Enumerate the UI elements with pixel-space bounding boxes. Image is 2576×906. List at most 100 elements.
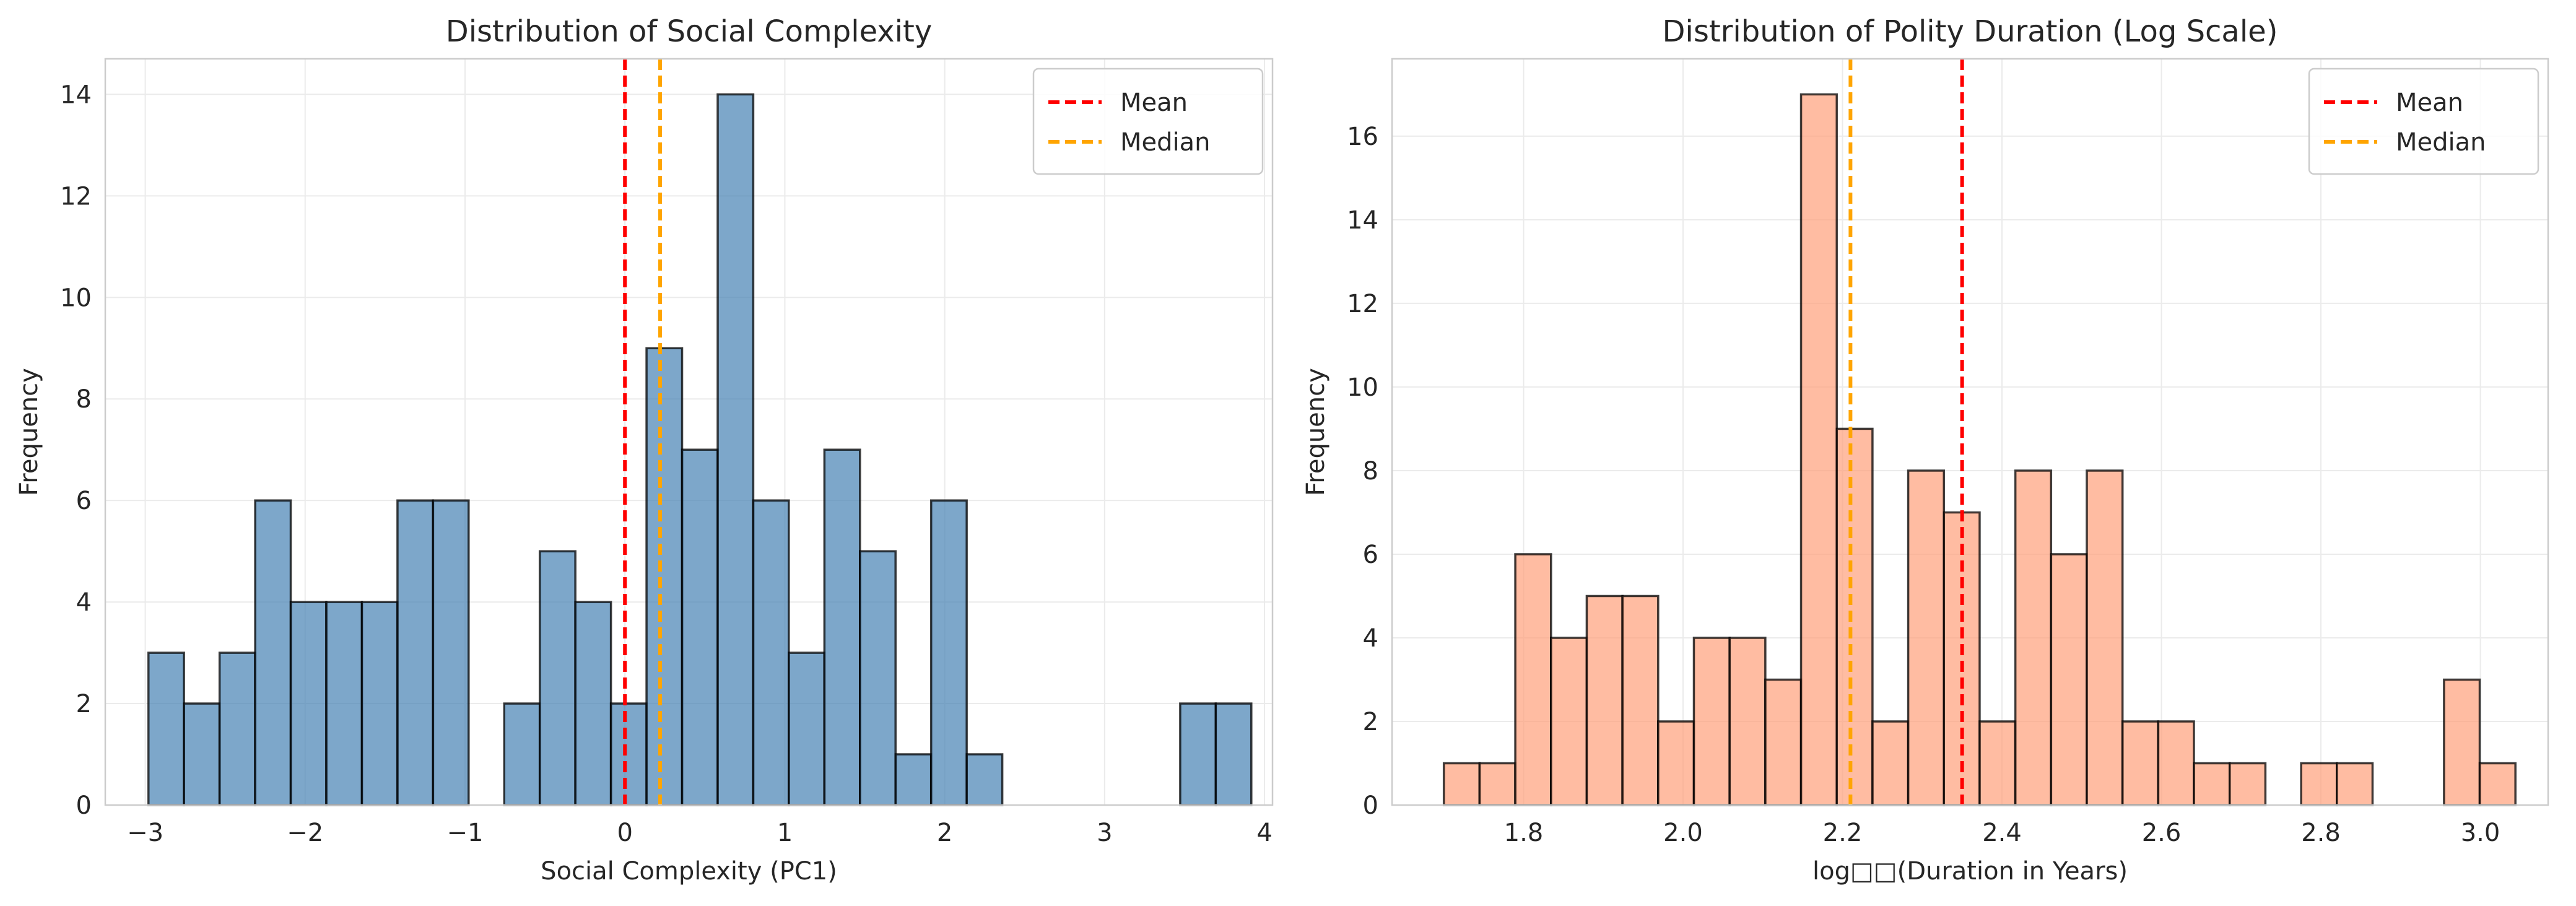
x-tick-label: 2 bbox=[937, 819, 952, 847]
chart-0-x-axis-label: Social Complexity (PC1) bbox=[541, 857, 837, 886]
x-tick-label: 1.8 bbox=[1504, 819, 1544, 847]
x-tick-label: 2.4 bbox=[1982, 819, 2022, 847]
histogram-bar bbox=[929, 499, 968, 806]
histogram-bar bbox=[183, 702, 221, 806]
chart-1-legend: Mean Median bbox=[2308, 68, 2539, 175]
histogram-bar bbox=[2157, 720, 2195, 806]
chart-1-bars bbox=[1442, 93, 2517, 806]
chart-0-legend: Mean Median bbox=[1032, 68, 1264, 175]
histogram-bar bbox=[859, 550, 897, 806]
y-tick-label: 16 bbox=[1347, 123, 1378, 151]
y-tick-label: 10 bbox=[1347, 373, 1378, 402]
histogram-bar bbox=[1907, 469, 1946, 806]
x-tick-label: 3 bbox=[1097, 819, 1112, 847]
histogram-bar bbox=[894, 753, 933, 806]
chart-1-tick-labels: 1.8 2.0 2.2 2.4 2.6 2.8 3.0 0 2 4 6 8 10 12 14 16 bbox=[1347, 123, 2500, 847]
histogram-bar bbox=[1179, 702, 1217, 806]
chart-0-plot-frame bbox=[104, 58, 1274, 806]
histogram-bar bbox=[538, 550, 577, 806]
chart-0-title: Distribution of Social Complexity bbox=[446, 14, 932, 49]
histogram-bar bbox=[1514, 553, 1552, 806]
histogram-bar bbox=[1478, 762, 1516, 806]
chart-0-legend-median-label: Median bbox=[1120, 128, 1211, 157]
histogram-bar bbox=[2336, 762, 2374, 806]
histogram-bar bbox=[325, 601, 363, 806]
histogram-bar bbox=[1799, 93, 1838, 806]
histogram-bar bbox=[254, 499, 292, 806]
chart-0-reference-lines bbox=[623, 59, 663, 805]
histogram-bar bbox=[609, 702, 648, 806]
chart-polity-duration: 1.8 2.0 2.2 2.4 2.6 2.8 3.0 0 2 4 6 8 10 12 14 16 Distr… bbox=[1302, 14, 2549, 886]
chart-1-reference-lines bbox=[1848, 59, 1964, 805]
chart-1-y-axis-label: Frequency bbox=[1302, 368, 1330, 496]
histogram-bar bbox=[2478, 762, 2517, 806]
histogram-bar bbox=[1871, 720, 1910, 806]
y-tick-label: 8 bbox=[76, 385, 92, 414]
histogram-bar bbox=[1621, 595, 1660, 806]
x-tick-label: 1 bbox=[777, 819, 793, 847]
y-tick-label: 6 bbox=[76, 487, 92, 515]
chart-0-legend-box bbox=[1032, 68, 1264, 175]
y-tick-label: 0 bbox=[76, 791, 92, 820]
chart-1-legend-median-label: Median bbox=[2396, 128, 2486, 157]
x-tick-label: 3.0 bbox=[2461, 819, 2500, 847]
x-tick-label: −3 bbox=[127, 819, 163, 847]
histogram-bar bbox=[1657, 720, 1695, 806]
histogram-bar bbox=[823, 448, 861, 806]
histogram-bar bbox=[147, 651, 185, 806]
chart-1-legend-mean-label: Mean bbox=[2396, 89, 2463, 117]
histogram-bar bbox=[218, 651, 256, 806]
chart-1-plot-frame bbox=[1391, 58, 2549, 806]
histogram-bar bbox=[2193, 762, 2231, 806]
histogram-bar bbox=[1835, 427, 1874, 806]
chart-0-bars bbox=[147, 93, 1253, 806]
chart-1-legend-box bbox=[2308, 68, 2539, 175]
histogram-bar bbox=[716, 93, 755, 806]
histogram-bar bbox=[645, 347, 684, 806]
histogram-bar bbox=[1585, 595, 1624, 806]
y-tick-label: 12 bbox=[60, 182, 92, 211]
histogram-bar bbox=[574, 601, 612, 806]
histogram-bar bbox=[2443, 678, 2481, 806]
histogram-bar bbox=[503, 702, 541, 806]
y-tick-label: 14 bbox=[1347, 206, 1378, 235]
histogram-bar bbox=[2086, 469, 2124, 806]
chart-1-title: Distribution of Polity Duration (Log Sca… bbox=[1663, 14, 2278, 49]
x-tick-label: 2.8 bbox=[2301, 819, 2341, 847]
y-tick-label: 10 bbox=[60, 284, 92, 312]
histogram-bar bbox=[1442, 762, 1481, 806]
histogram-bar bbox=[396, 499, 435, 806]
chart-0-y-axis-label: Frequency bbox=[15, 368, 43, 496]
x-tick-label: 2.6 bbox=[2142, 819, 2182, 847]
y-tick-label: 12 bbox=[1347, 290, 1378, 318]
y-tick-label: 0 bbox=[1363, 791, 1378, 820]
x-tick-label: −1 bbox=[447, 819, 484, 847]
y-tick-label: 14 bbox=[60, 81, 92, 109]
histogram-bar bbox=[360, 601, 399, 806]
y-tick-label: 8 bbox=[1363, 457, 1378, 486]
histogram-bar bbox=[2121, 720, 2160, 806]
y-tick-label: 4 bbox=[76, 588, 92, 617]
histogram-bar bbox=[1728, 637, 1767, 806]
histogram-bar bbox=[1214, 702, 1253, 806]
histogram-bar bbox=[965, 753, 1004, 806]
y-tick-label: 2 bbox=[76, 690, 92, 718]
chart-0-legend-mean-label: Mean bbox=[1120, 89, 1188, 117]
histogram-bar bbox=[681, 448, 719, 806]
histogram-bar bbox=[1978, 720, 2017, 806]
histogram-bar bbox=[752, 499, 790, 806]
x-tick-label: 0 bbox=[617, 819, 632, 847]
y-tick-label: 2 bbox=[1363, 708, 1378, 736]
histogram-bar bbox=[2300, 762, 2338, 806]
histogram-bar bbox=[788, 651, 826, 806]
histogram-bar bbox=[2228, 762, 2267, 806]
x-tick-label: 2.2 bbox=[1823, 819, 1863, 847]
histogram-bar bbox=[432, 499, 470, 806]
x-tick-label: 4 bbox=[1256, 819, 1272, 847]
histogram-bar bbox=[289, 601, 328, 806]
histogram-bar bbox=[1692, 637, 1731, 806]
